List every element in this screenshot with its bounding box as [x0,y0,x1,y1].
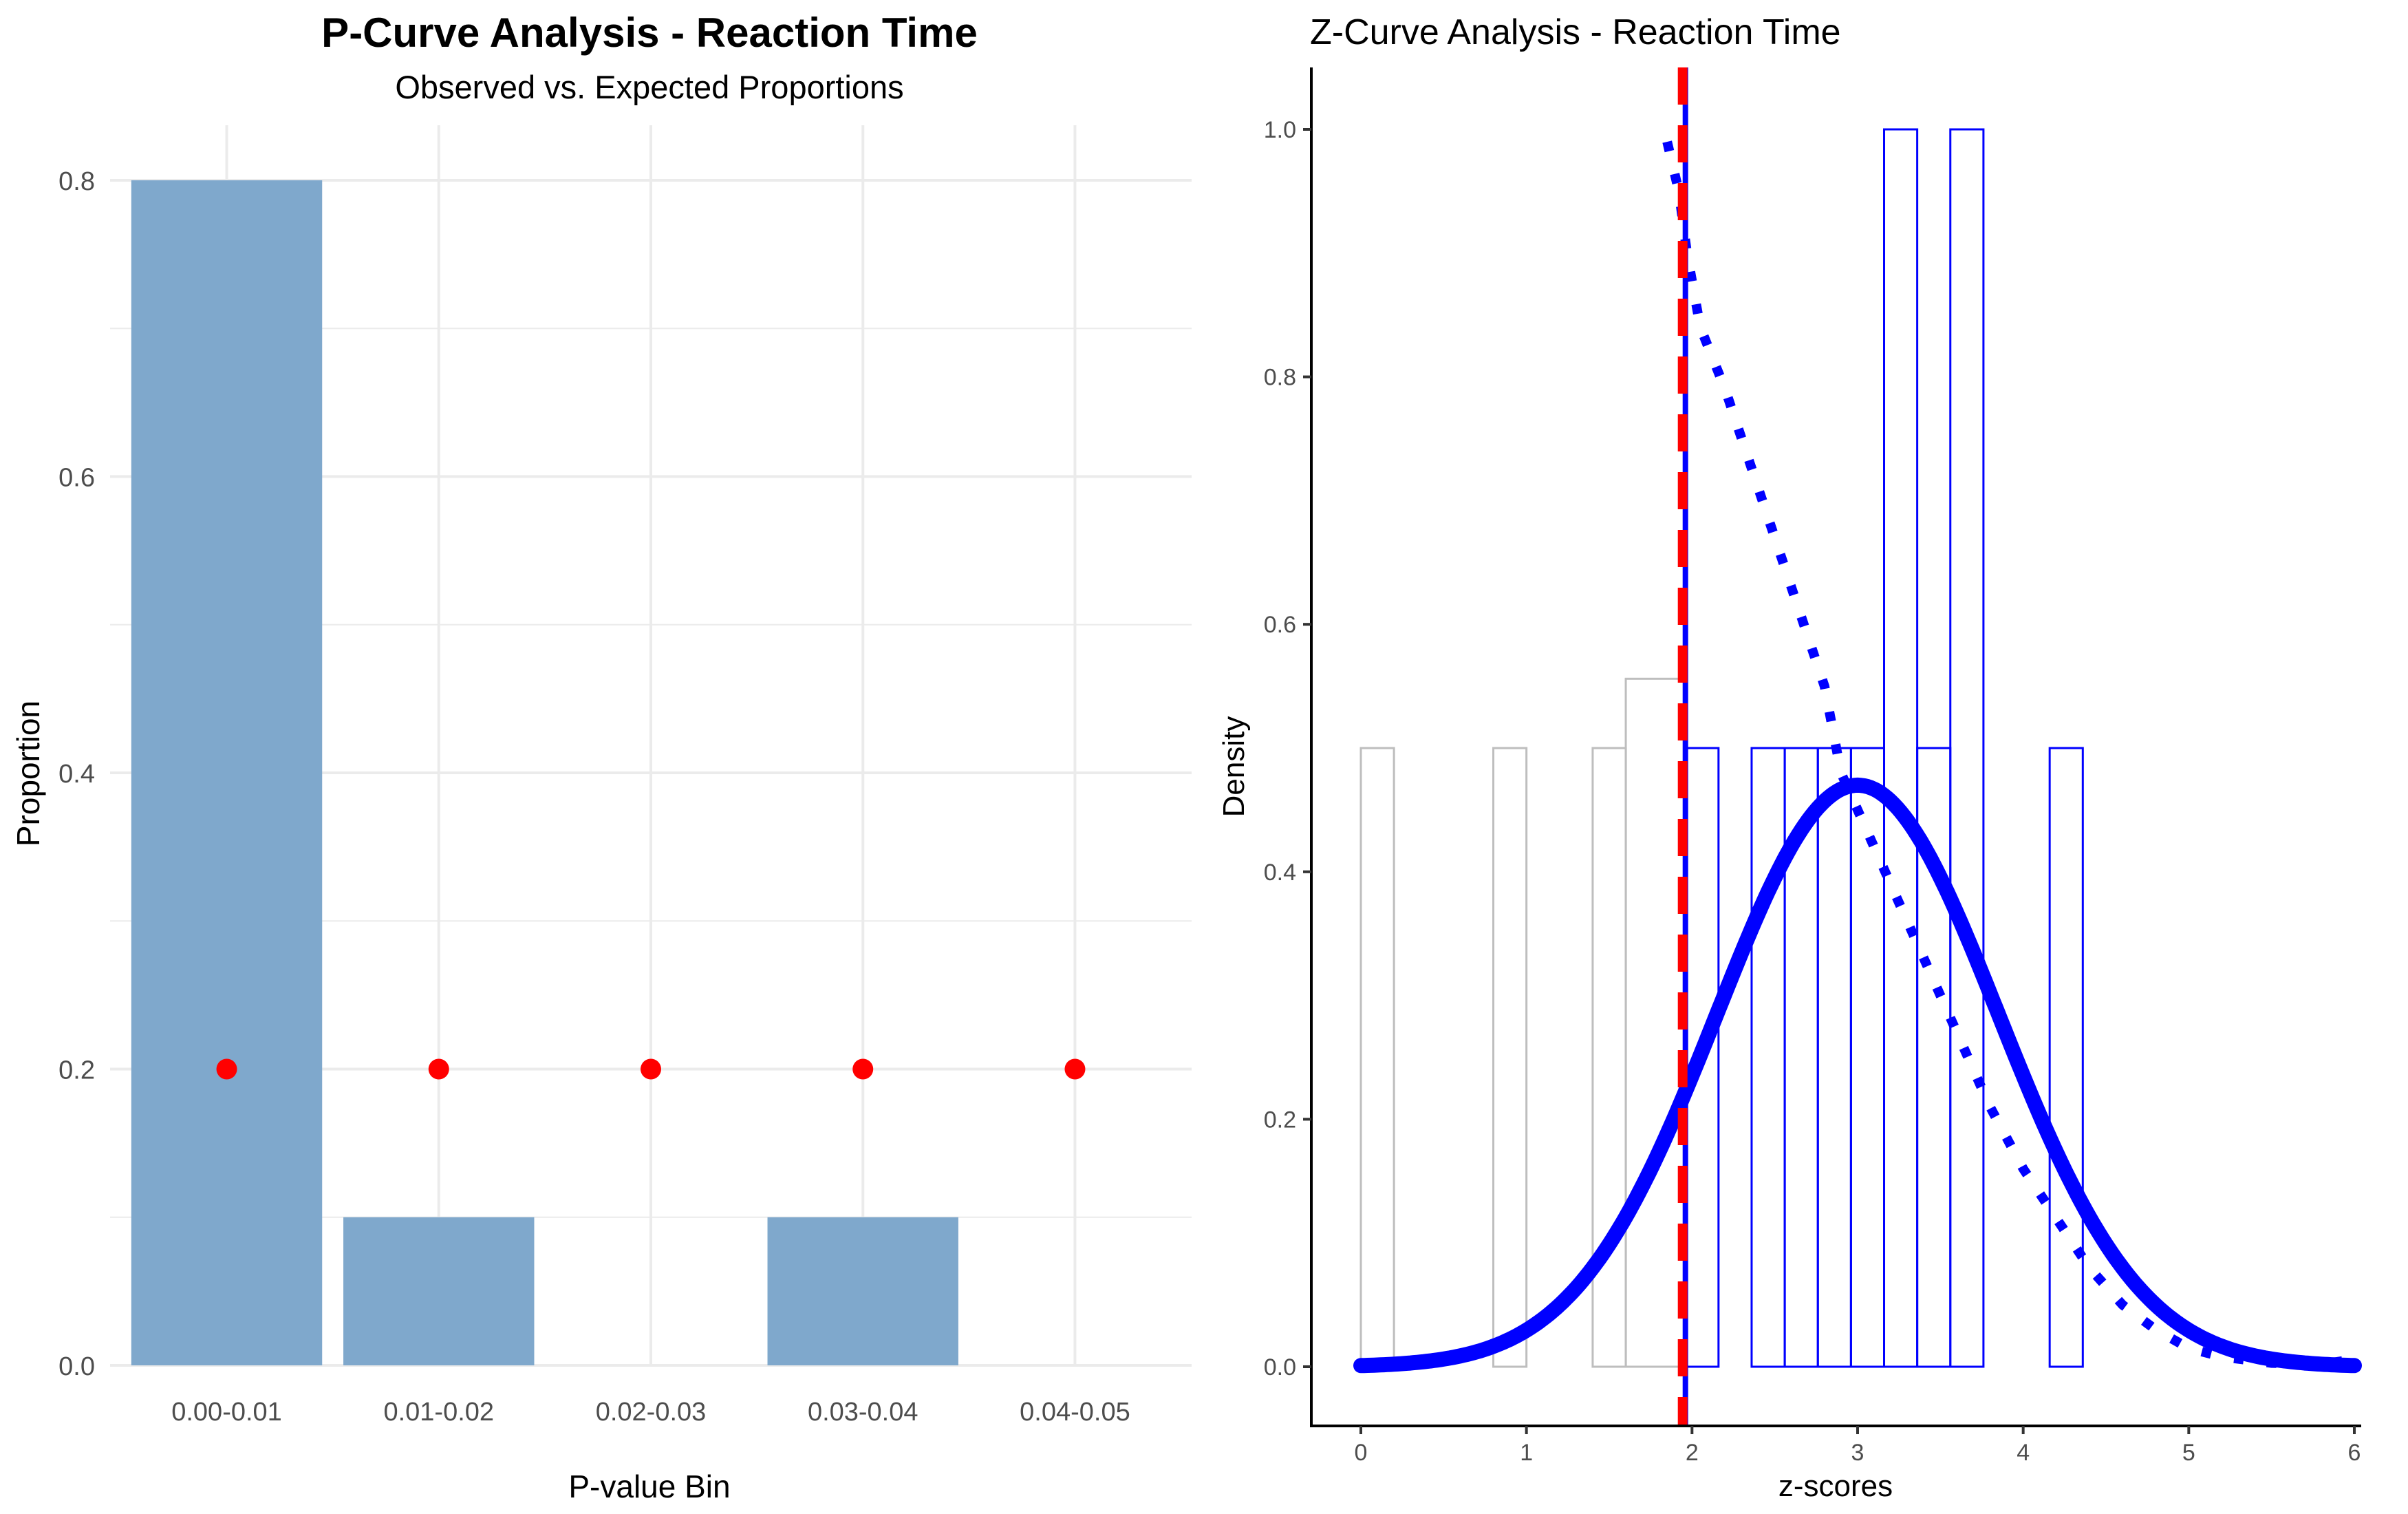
pcurve-bars [131,180,958,1365]
zcurve-y-tick-label: 0.0 [1264,1354,1296,1380]
pcurve-expected-point [428,1058,449,1080]
pcurve-y-axis: 0.0 0.2 0.4 0.6 0.8 [58,167,95,1381]
zcurve-y-tick-label: 1.0 [1264,117,1296,143]
pcurve-expected-point [641,1058,661,1080]
pcurve-x-tick-label: 0.03-0.04 [808,1398,918,1427]
pcurve-x-tick-label: 0.02-0.03 [596,1398,707,1427]
zcurve-y-axis: 0.0 0.2 0.4 0.6 0.8 1.0 [1264,117,1311,1380]
zcurve-y-tick-label: 0.2 [1264,1107,1296,1133]
pcurve-panel: P-Curve Analysis - Reaction Time Observe… [10,10,1192,1504]
zcurve-hist-bar-significant [1949,128,1985,1368]
zcurve-ylabel: Density [1217,716,1251,818]
zcurve-xlabel: z-scores [1778,1469,1893,1503]
pcurve-x-tick-label: 0.00-0.01 [171,1398,282,1427]
pcurve-x-tick-label: 0.01-0.02 [383,1398,494,1427]
pcurve-x-tick-label: 0.04-0.05 [1020,1398,1130,1427]
zcurve-fitted-density-line [1353,777,2362,1374]
zcurve-x-axis: 0 1 2 3 4 5 6 [1355,1426,2361,1466]
pcurve-title: P-Curve Analysis - Reaction Time [321,10,978,56]
pcurve-y-tick-label: 0.4 [58,760,95,789]
zcurve-x-tick-label: 2 [1686,1440,1699,1466]
zcurve-y-tick-label: 0.4 [1264,860,1296,886]
zcurve-x-tick-label: 1 [1520,1440,1533,1466]
pcurve-expected-points [216,1058,1086,1080]
pcurve-y-tick-label: 0.8 [58,167,95,196]
zcurve-x-tick-label: 4 [2017,1440,2030,1466]
zcurve-y-tick-label: 0.8 [1264,365,1296,391]
pcurve-bar [343,1217,535,1365]
zcurve-dotted-line [1662,140,2347,1369]
pcurve-expected-point [852,1058,874,1080]
pcurve-bar [131,180,323,1365]
zcurve-axes [1310,67,2361,1427]
zcurve-x-tick-label: 5 [2182,1440,2195,1466]
pcurve-expected-point [216,1058,237,1080]
zcurve-title: Z-Curve Analysis - Reaction Time [1310,12,1841,52]
zcurve-x-tick-label: 6 [2348,1440,2361,1466]
pcurve-y-tick-label: 0.6 [58,464,95,493]
pcurve-y-tick-label: 0.2 [58,1056,95,1085]
pcurve-y-tick-label: 0.0 [58,1352,95,1381]
zcurve-curves [1353,67,2362,1426]
pcurve-expected-point [1064,1058,1086,1080]
zcurve-hist-bar-nonsignificant [1492,747,1528,1368]
zcurve-panel: Z-Curve Analysis - Reaction Time 0.00.20… [1217,12,2362,1503]
zcurve-histogram [1359,128,2084,1368]
zcurve-x-tick-label: 0 [1355,1440,1368,1466]
zcurve-x-tick-label: 3 [1851,1440,1864,1466]
pcurve-x-axis: 0.00-0.01 0.01-0.02 0.02-0.03 0.03-0.04 0.04… [171,1398,1130,1427]
pcurve-subtitle: Observed vs. Expected Proportions [395,69,903,105]
pcurve-ylabel: Proportion [10,701,46,846]
pcurve-xlabel: P-value Bin [568,1469,730,1504]
zcurve-y-tick-label: 0.6 [1264,612,1296,638]
zcurve-hist-bar-significant [2048,747,2084,1368]
pcurve-bar [767,1217,958,1365]
